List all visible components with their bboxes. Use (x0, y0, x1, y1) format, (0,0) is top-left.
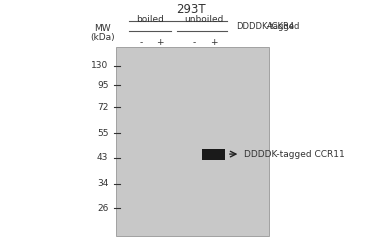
Text: 26: 26 (97, 204, 109, 212)
FancyBboxPatch shape (116, 47, 269, 236)
Text: ACKR4: ACKR4 (267, 22, 295, 31)
Text: 72: 72 (97, 103, 109, 112)
Text: -: - (139, 38, 142, 47)
Text: +: + (210, 38, 217, 47)
Text: unboiled: unboiled (184, 14, 224, 24)
Text: (kDa): (kDa) (90, 33, 115, 42)
Text: 95: 95 (97, 81, 109, 90)
FancyBboxPatch shape (202, 148, 225, 160)
Text: +: + (156, 38, 164, 47)
Text: 130: 130 (91, 61, 109, 70)
Text: boiled: boiled (137, 14, 164, 24)
Text: -: - (193, 38, 196, 47)
Text: 34: 34 (97, 179, 109, 188)
Text: MW: MW (94, 24, 111, 32)
Text: 43: 43 (97, 153, 109, 162)
Text: 55: 55 (97, 129, 109, 138)
Text: DDDDK-tagged CCR11: DDDDK-tagged CCR11 (244, 150, 345, 158)
Text: 293T: 293T (176, 3, 206, 16)
Text: DDDDK-tagged: DDDDK-tagged (236, 22, 300, 31)
